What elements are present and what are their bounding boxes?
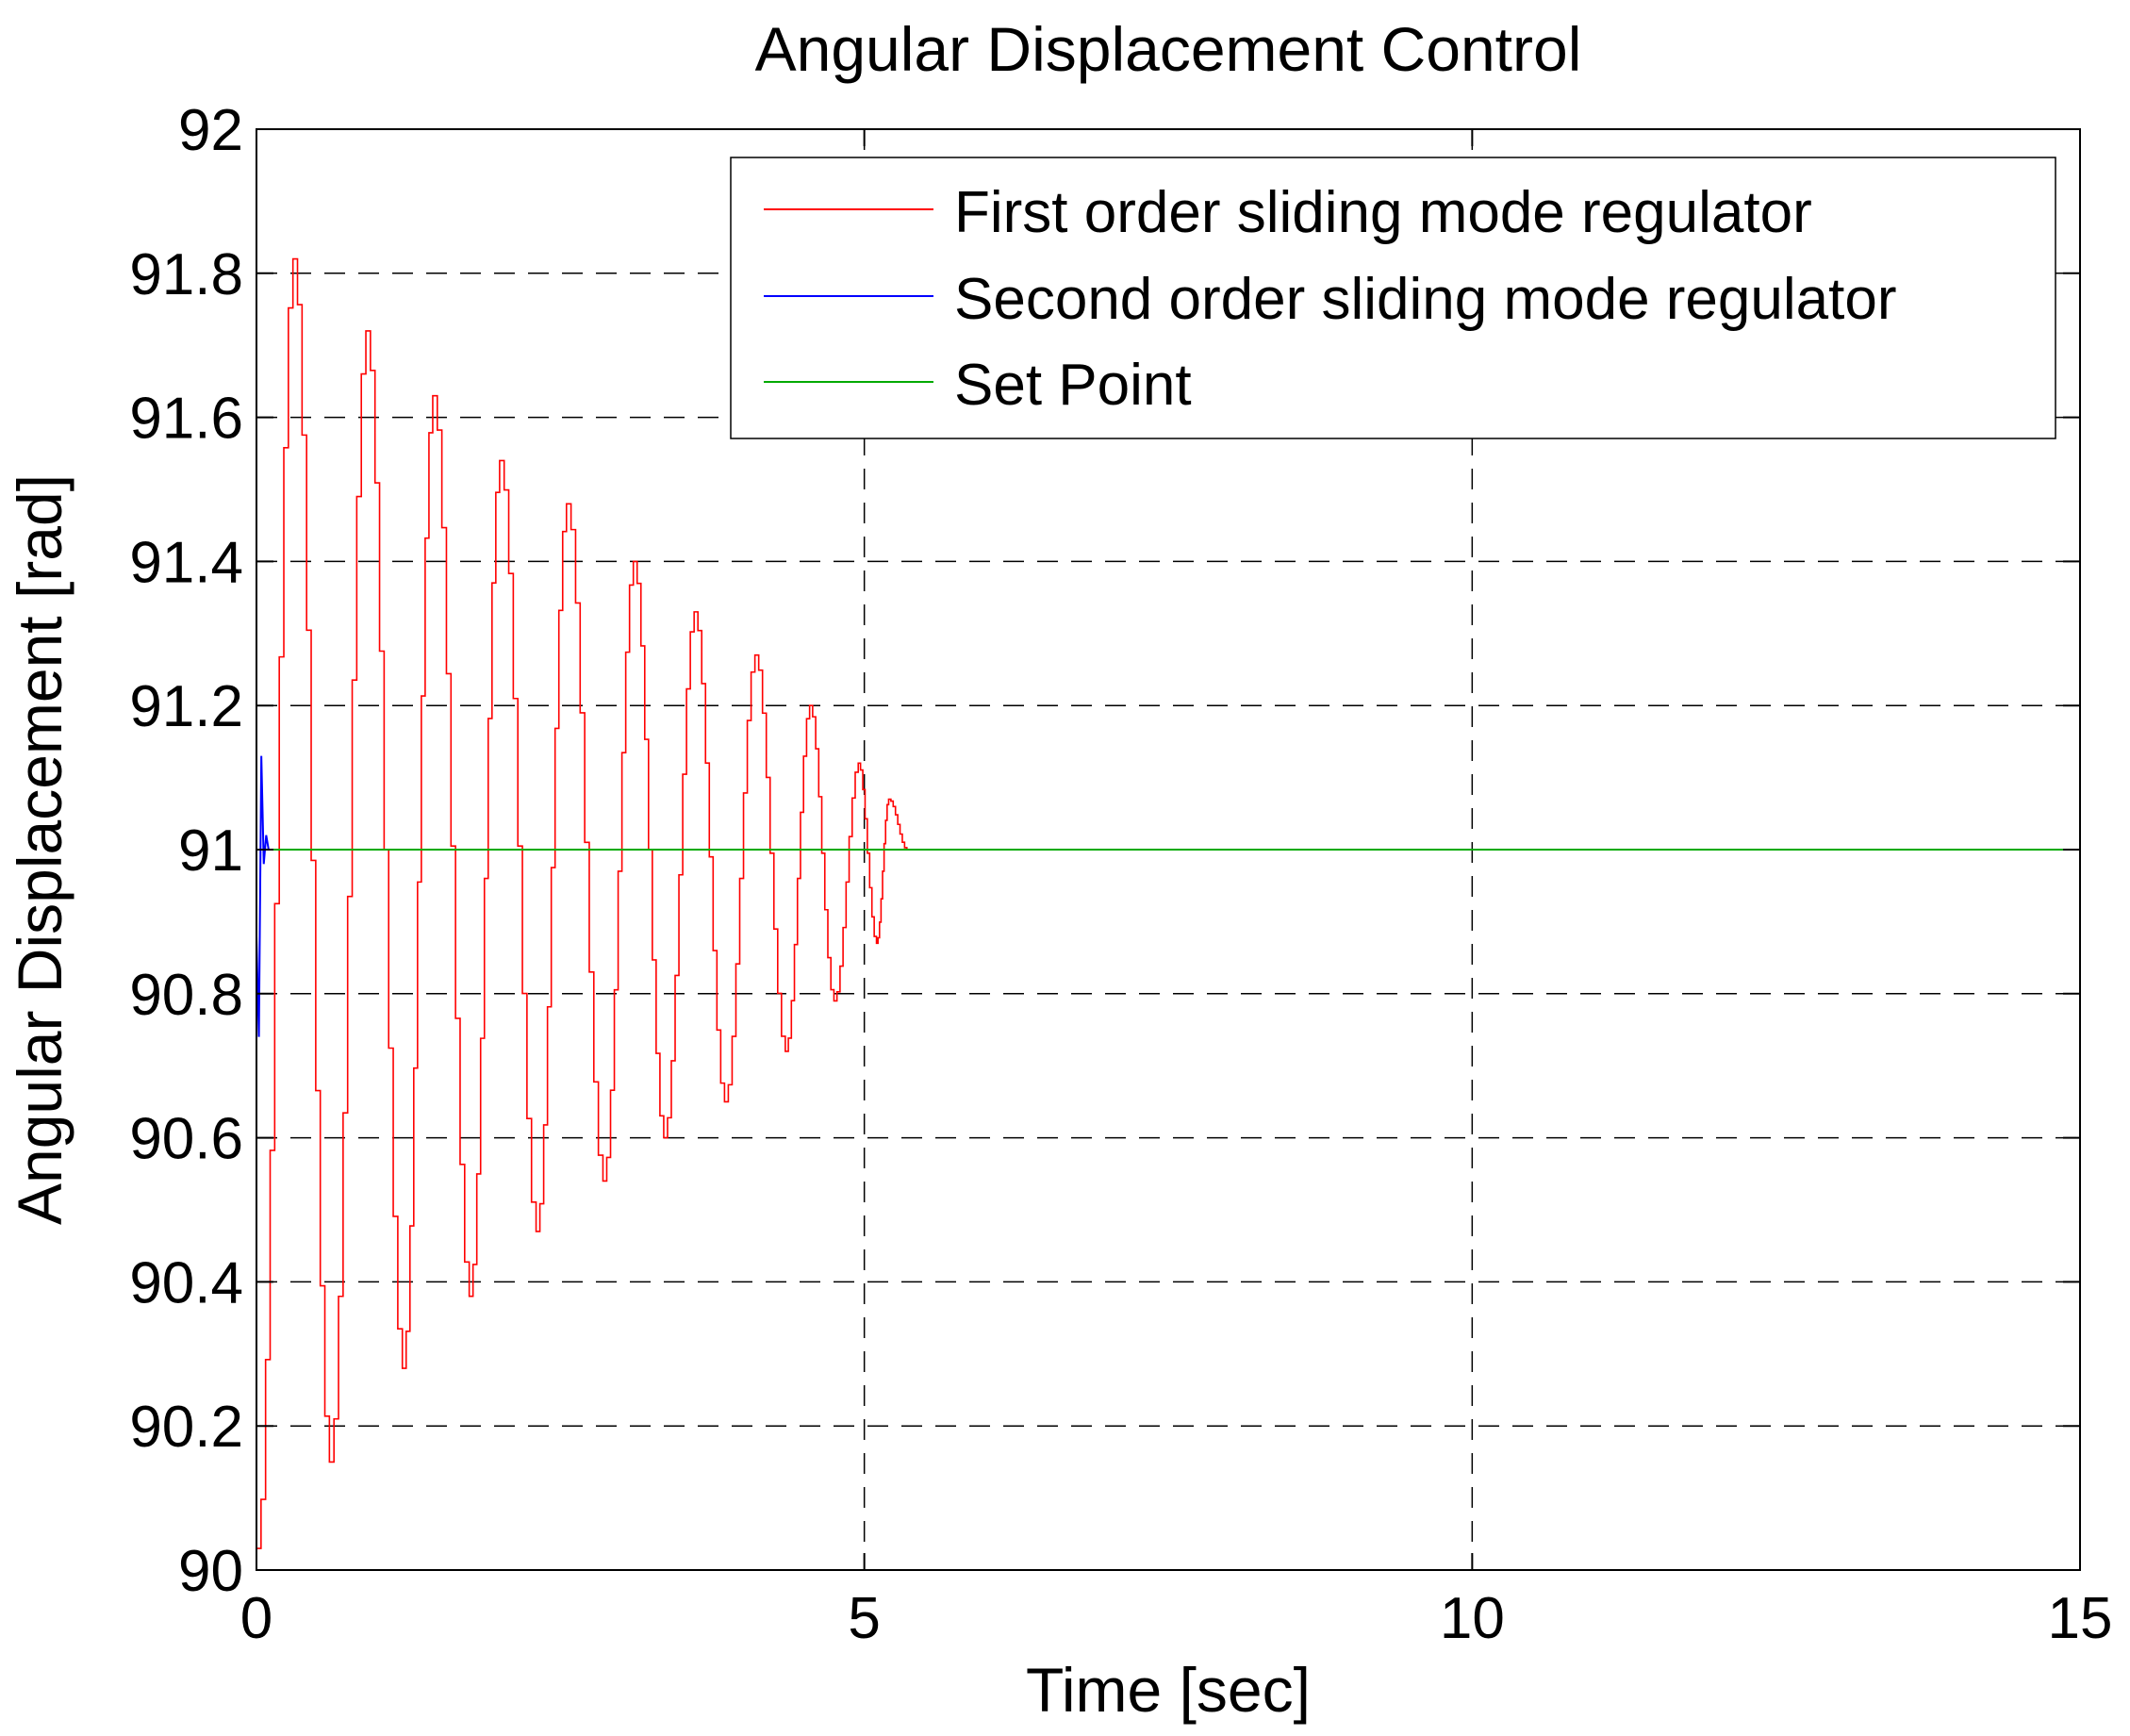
tick-labels: 0 5 10 15 90 90.2 90.4 90.6 90.8 91 91.2 91.4 91.6 91… [129,98,2112,1651]
chart-title: Angular Displacement Control [755,14,1582,84]
x-tick-label: 10 [1440,1586,1505,1651]
y-tick-label: 90.8 [129,963,243,1028]
y-tick-label: 91 [178,818,243,884]
y-tick-label: 91.6 [129,387,243,452]
y-tick-label: 91.2 [129,674,243,739]
x-tick-label: 15 [2048,1586,2113,1651]
y-tick-label: 90 [178,1539,243,1604]
legend-label: Set Point [954,353,1192,418]
x-tick-label: 0 [240,1586,272,1651]
y-tick-label: 90.6 [129,1107,243,1172]
legend-label: Second order sliding mode regulator [954,267,1896,332]
axis-ticks [256,128,2081,1571]
series-line-1 [256,257,908,1549]
x-axis-label: Time [sec] [1026,1655,1311,1725]
legend-box [730,157,2056,439]
series-line-2 [256,755,270,1037]
legend-label: First order sliding mode regulator [954,180,1812,245]
y-tick-label: 91.4 [129,530,243,595]
y-tick-label: 92 [178,98,243,163]
y-tick-label: 91.8 [129,242,243,307]
y-tick-label: 90.2 [129,1395,243,1460]
legend: First order sliding mode regulator Second… [730,157,2056,439]
x-tick-label: 5 [848,1586,880,1651]
series-layer [256,257,2080,1549]
y-axis-label: Angular Displacement [rad] [5,474,74,1225]
y-tick-label: 90.4 [129,1250,243,1315]
